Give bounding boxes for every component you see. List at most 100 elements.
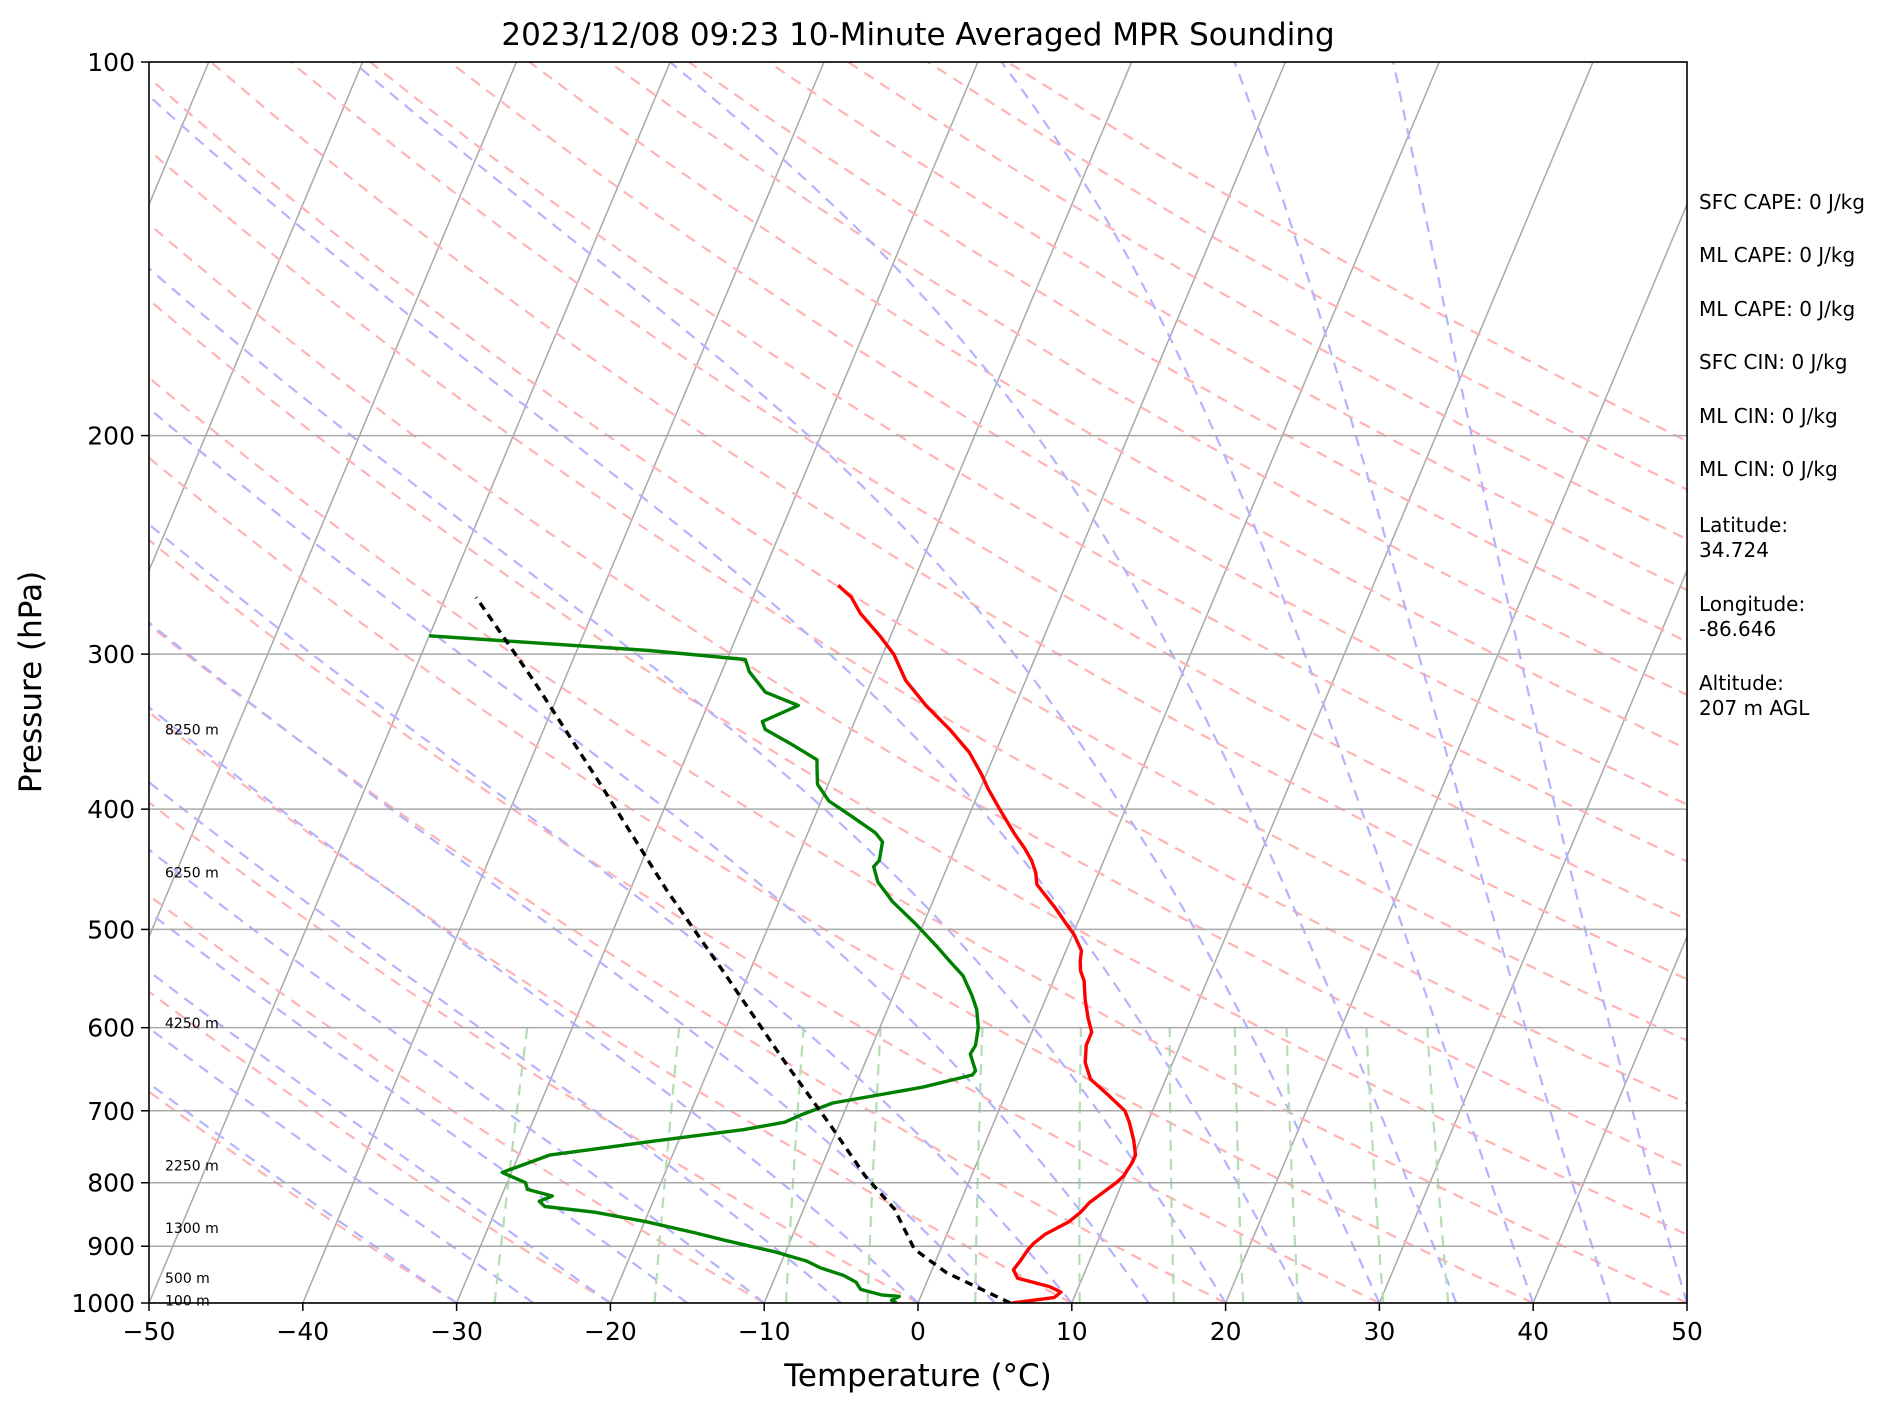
dry-adiabat-line xyxy=(149,800,919,1303)
isotherm-line xyxy=(609,62,1133,1303)
info-text: SFC CAPE: 0 J/kg xyxy=(1699,190,1865,214)
moist-adiabat-line xyxy=(352,62,1381,1303)
mixing-ratio-line xyxy=(784,1027,805,1303)
x-tick-label: −20 xyxy=(584,1317,637,1346)
info-text: Altitude: xyxy=(1699,671,1784,695)
y-tick-label: 300 xyxy=(87,640,135,669)
y-tick-label: 200 xyxy=(87,422,135,451)
moist-adiabat-line xyxy=(149,705,919,1303)
x-tick-label: −50 xyxy=(123,1317,176,1346)
mixing-ratio-line xyxy=(1365,1027,1385,1303)
height-label: 1300 m xyxy=(165,1221,219,1237)
dry-adiabat-line xyxy=(149,710,1073,1303)
sounding-profile-1 xyxy=(429,634,980,1303)
dry-adiabat-line xyxy=(149,376,1687,1303)
moist-adiabat-line xyxy=(149,1026,535,1303)
chart-title: 2023/12/08 09:23 10-Minute Averaged MPR … xyxy=(501,17,1334,53)
isotherm-line xyxy=(763,62,1287,1303)
moist-adiabat-line xyxy=(149,94,1304,1303)
moist-adiabat-line xyxy=(149,780,842,1303)
height-label: 8250 m xyxy=(165,722,219,738)
dry-adiabat-line xyxy=(608,62,1687,697)
moist-adiabat-line xyxy=(149,969,612,1303)
info-text: Longitude: xyxy=(1699,592,1805,616)
isotherm-line xyxy=(917,62,1440,1303)
mixing-ratio-line xyxy=(1233,1027,1245,1303)
height-label: 500 m xyxy=(165,1271,210,1287)
y-tick-label: 800 xyxy=(87,1169,135,1198)
info-text: ML CAPE: 0 J/kg xyxy=(1699,297,1855,321)
mixing-ratio-line xyxy=(653,1027,681,1303)
moist-adiabat-line xyxy=(149,266,1227,1303)
mixing-ratio-line xyxy=(1078,1027,1082,1303)
dry-adiabat-line xyxy=(149,456,1534,1303)
sounding-profile-0 xyxy=(836,583,1138,1303)
info-text: ML CAPE: 0 J/kg xyxy=(1699,243,1855,267)
x-tick-label: 30 xyxy=(1363,1317,1395,1346)
dry-adiabat-line xyxy=(528,62,1687,751)
mixing-ratio-line xyxy=(1168,1027,1175,1303)
isotherm-line xyxy=(455,62,979,1303)
info-text: ML CIN: 0 J/kg xyxy=(1699,404,1838,428)
y-tick-label: 400 xyxy=(87,795,135,824)
mixing-ratio-line xyxy=(1285,1027,1300,1303)
height-label: 2250 m xyxy=(165,1159,219,1175)
x-tick-label: 10 xyxy=(1056,1317,1088,1346)
dry-adiabat-line xyxy=(289,62,1687,921)
dry-adiabat-line xyxy=(149,894,765,1303)
y-tick-label: 600 xyxy=(87,1014,135,1043)
dry-adiabat-line xyxy=(149,298,1687,1236)
dry-adiabat-line xyxy=(149,538,1380,1303)
moist-adiabat-line xyxy=(149,910,688,1303)
info-text: ML CIN: 0 J/kg xyxy=(1699,457,1838,481)
isotherm-line xyxy=(149,62,364,573)
x-axis-label: Temperature (°C) xyxy=(783,1358,1052,1394)
isotherm-line xyxy=(302,62,825,1303)
dry-adiabat-line xyxy=(767,62,1687,592)
y-axis-label: Pressure (hPa) xyxy=(13,571,49,793)
x-tick-label: −30 xyxy=(430,1317,483,1346)
x-tick-label: −10 xyxy=(738,1317,791,1346)
moist-adiabat-line xyxy=(149,406,1150,1303)
y-tick-label: 900 xyxy=(87,1232,135,1261)
moist-adiabat-line xyxy=(149,1081,458,1303)
sounding-info-panel: SFC CAPE: 0 J/kg ML CAPE: 0 J/kg ML CAPE: … xyxy=(1699,190,1865,720)
info-text: -86.646 xyxy=(1699,617,1776,641)
dry-adiabat-line xyxy=(149,222,1687,1170)
height-label: 6250 m xyxy=(165,866,219,882)
height-label: 100 m xyxy=(165,1293,210,1309)
moist-adiabat-line xyxy=(149,621,996,1303)
dry-adiabat-line xyxy=(449,62,1687,806)
sounding-profile-2 xyxy=(474,596,1012,1303)
plot-frame xyxy=(148,61,1688,1304)
moist-adiabat-line xyxy=(669,62,1458,1303)
y-tick-label: 1000 xyxy=(71,1289,135,1318)
dry-adiabat-line xyxy=(149,1090,458,1303)
dry-adiabat-line xyxy=(369,62,1687,863)
x-tick-label: 50 xyxy=(1671,1317,1703,1346)
x-tick-label: 20 xyxy=(1210,1317,1242,1346)
moist-adiabat-line xyxy=(149,523,1073,1303)
y-tick-label: 500 xyxy=(87,915,135,944)
isotherm-line xyxy=(149,62,671,1303)
isotherm-line xyxy=(1071,62,1594,1303)
info-text: Latitude: xyxy=(1699,513,1788,537)
isotherm-line xyxy=(1532,934,1687,1303)
height-label: 4250 m xyxy=(165,1016,219,1032)
moist-adiabat-line xyxy=(1233,62,1612,1303)
isotherm-line xyxy=(1224,202,1687,1303)
info-text: SFC CIN: 0 J/kg xyxy=(1699,350,1847,374)
x-tick-label: 0 xyxy=(910,1317,926,1346)
info-text: 34.724 xyxy=(1699,538,1769,562)
dry-adiabat-line xyxy=(210,62,1687,981)
isotherm-line xyxy=(1378,568,1687,1303)
x-tick-label: 40 xyxy=(1517,1317,1549,1346)
y-tick-label: 700 xyxy=(87,1097,135,1126)
info-text: 207 m AGL xyxy=(1699,696,1810,720)
isotherm-line xyxy=(149,62,518,939)
y-tick-label: 100 xyxy=(87,48,135,77)
moist-adiabat-line xyxy=(1000,62,1535,1303)
dry-adiabat-line xyxy=(149,148,1687,1105)
dry-adiabat-line xyxy=(149,76,1687,1042)
